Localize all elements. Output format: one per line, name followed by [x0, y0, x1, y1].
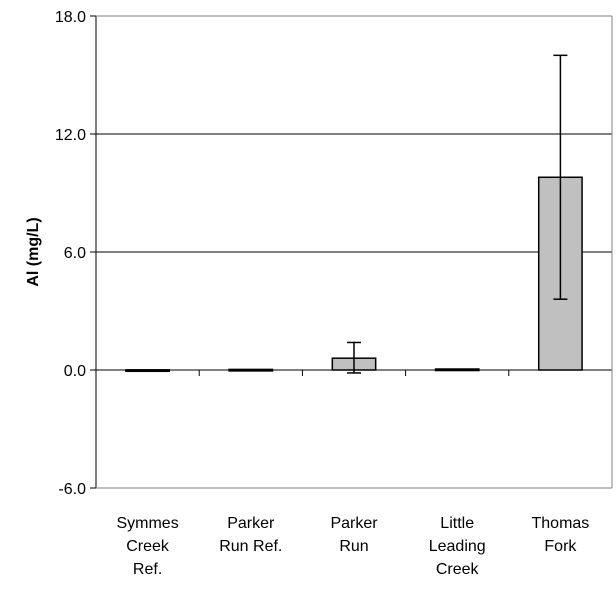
- y-tick-label: 0.0: [64, 363, 86, 380]
- y-axis-title: Al (mg/L): [25, 217, 42, 286]
- x-category-label: Symmes Creek Ref.: [116, 515, 178, 578]
- x-category-label: Parker Run Ref.: [219, 515, 282, 555]
- y-tick-label: 12.0: [55, 127, 86, 144]
- x-category-label-line: Run Ref.: [219, 538, 282, 555]
- x-category-label-line: Fork: [544, 538, 577, 555]
- x-category-label-line: Parker: [227, 515, 275, 532]
- error-bars: [347, 54, 568, 374]
- x-category-label-line: Creek: [126, 538, 170, 555]
- x-category-label-line: Symmes: [116, 515, 178, 532]
- x-category-label-line: Creek: [436, 561, 480, 578]
- x-category-label: Parker Run: [330, 515, 378, 555]
- x-category-label-line: Little: [440, 515, 474, 532]
- x-category-label-line: Parker: [330, 515, 378, 532]
- bar: [125, 369, 171, 373]
- y-tick-label: 6.0: [64, 245, 86, 262]
- bar: [228, 368, 274, 372]
- x-category-labels: Symmes Creek Ref. Parker Run Ref. Parker Run Li…: [116, 515, 589, 578]
- gridlines: [96, 133, 612, 371]
- x-category-label-line: Leading: [429, 538, 486, 555]
- y-tick-label: 18.0: [55, 9, 86, 26]
- x-category-label: Little Leading Creek: [429, 515, 486, 578]
- bar: [434, 368, 480, 372]
- x-category-label-line: Run: [339, 538, 368, 555]
- x-category-label-line: Ref.: [133, 561, 162, 578]
- y-tick-labels: 18.0 12.0 6.0 0.0 -6.0: [55, 9, 86, 498]
- y-tick-label: -6.0: [58, 481, 86, 498]
- axes: [90, 15, 613, 489]
- x-category-label-line: Thomas: [532, 515, 590, 532]
- x-category-label: Thomas Fork: [532, 515, 590, 555]
